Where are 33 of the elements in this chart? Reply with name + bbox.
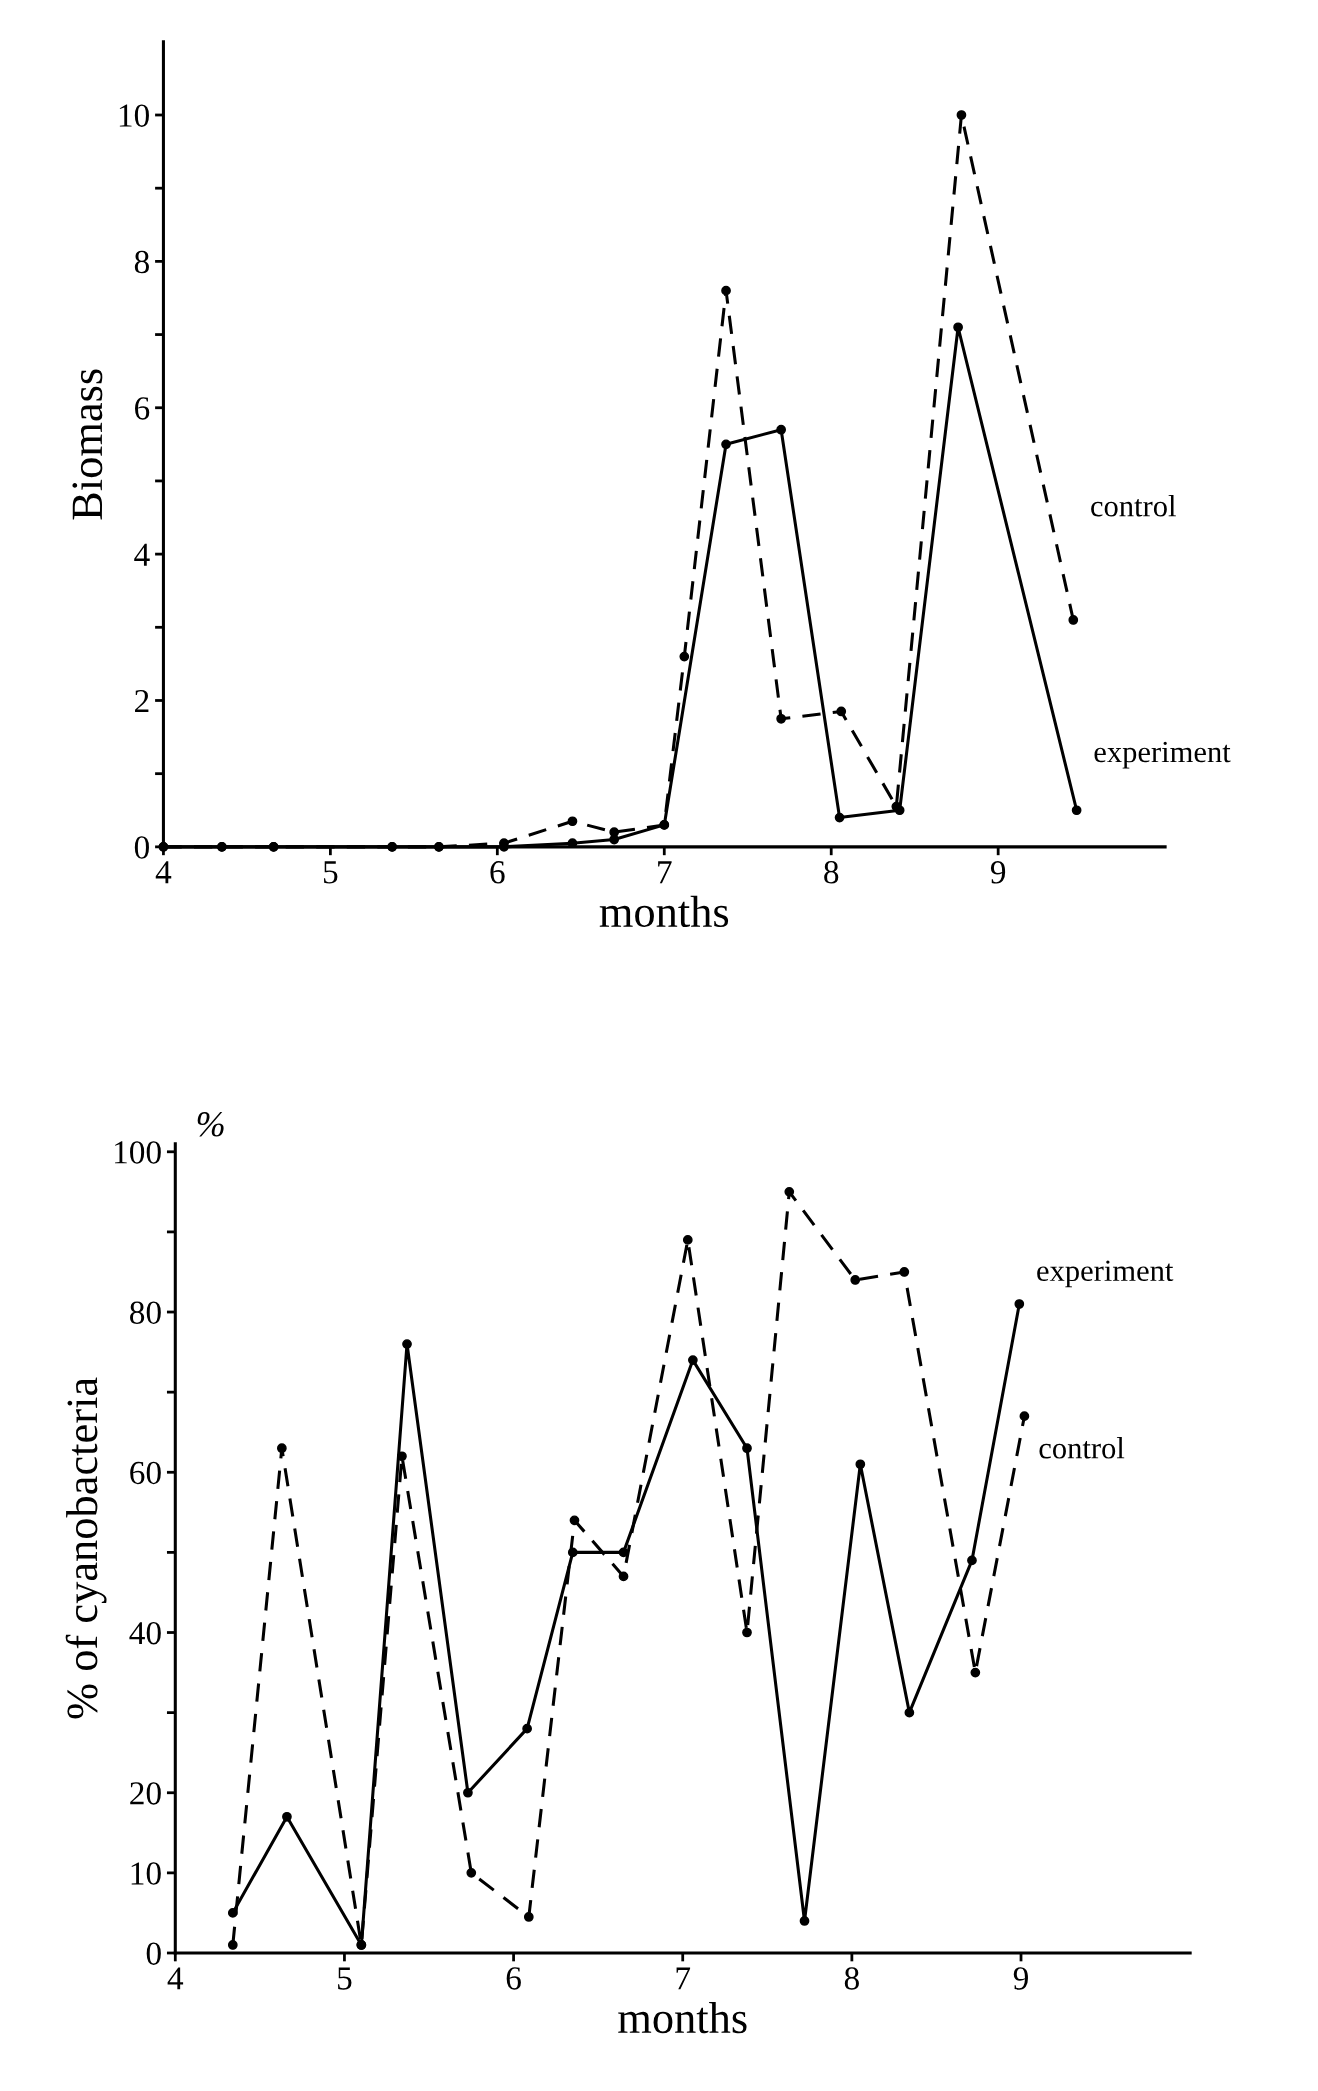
y-tick-label: 8: [134, 250, 149, 274]
x-tick-label: 8: [824, 861, 839, 884]
y-axis-title: Biomass: [72, 369, 103, 520]
series-label: experiment: [1094, 741, 1231, 769]
x-tick-label: 8: [844, 1967, 859, 1990]
y-tick-label: 10: [131, 1862, 161, 1885]
y-tick-label: 4: [134, 543, 150, 566]
x-tick-label: 9: [990, 861, 1006, 884]
y-tick-label: 6: [135, 397, 150, 420]
x-tick-label: 5: [323, 861, 338, 884]
x-axis-title: months: [618, 2001, 747, 2034]
x-axis-title: months: [599, 895, 729, 928]
y-tick-label: 100: [115, 1141, 161, 1164]
y-tick-label: 40: [129, 1621, 161, 1645]
x-tick-label: 7: [658, 861, 672, 884]
y-tick-label: 20: [130, 1782, 161, 1805]
x-tick-label: 6: [506, 1967, 521, 1990]
x-tick-label: 7: [676, 1967, 691, 1990]
y-tick-label: 2: [135, 689, 149, 713]
y-tick-label: 0: [146, 1942, 161, 1965]
y-tick-label: 60: [130, 1461, 161, 1485]
y-tick-label: 0: [134, 836, 149, 859]
series-label: control: [1091, 495, 1176, 517]
x-tick-label: 5: [338, 1967, 352, 1990]
series-label: control: [1039, 1437, 1125, 1459]
x-tick-label: 9: [1013, 1967, 1028, 1990]
text: %: [197, 1112, 224, 1137]
x-tick-label: 4: [167, 1967, 184, 1990]
series-label: experiment: [1037, 1260, 1174, 1288]
y-tick-label: 80: [130, 1301, 161, 1324]
x-tick-label: 6: [490, 861, 505, 884]
y-tick-label: 10: [119, 104, 149, 127]
y-axis-title: % of cyanobacteria: [65, 1377, 107, 1719]
